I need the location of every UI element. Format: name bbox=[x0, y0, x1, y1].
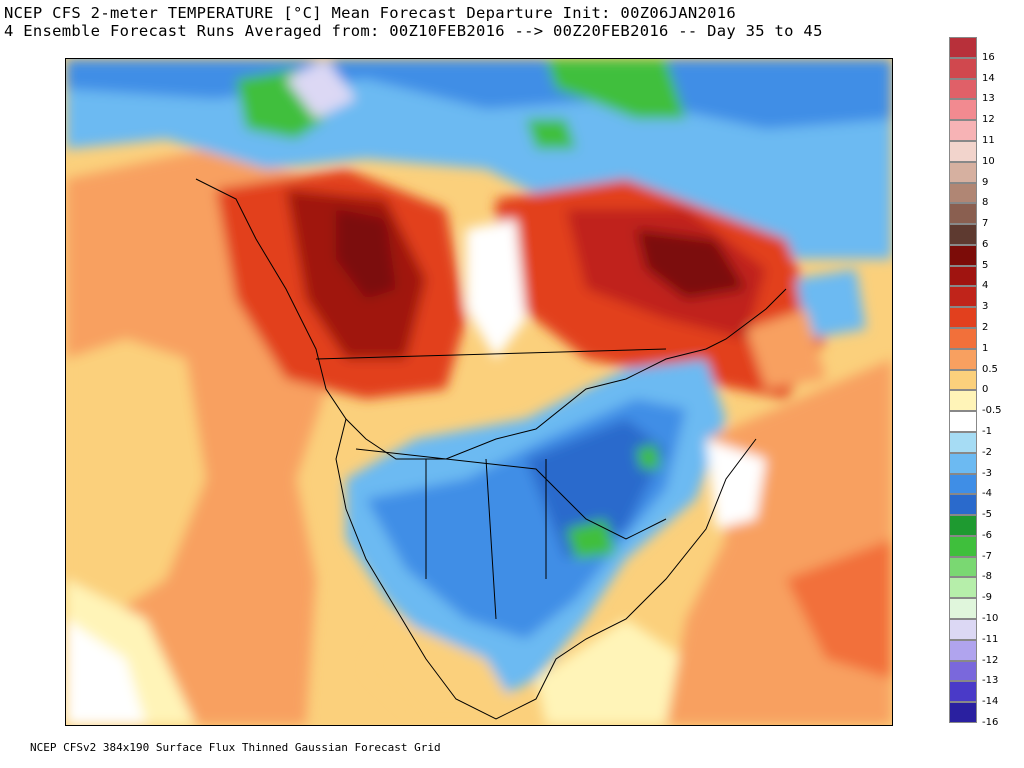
legend-label: 16 bbox=[982, 51, 995, 63]
legend-label: 11 bbox=[982, 134, 995, 146]
legend-swatch bbox=[949, 224, 977, 245]
legend-swatch bbox=[949, 681, 977, 703]
legend-swatch bbox=[949, 348, 977, 370]
legend-swatch bbox=[949, 161, 977, 183]
legend-swatch bbox=[949, 598, 977, 620]
legend-swatch bbox=[949, 494, 977, 516]
legend-swatch bbox=[949, 577, 977, 599]
us-canada-border bbox=[315, 348, 667, 360]
legend-label: 3 bbox=[982, 301, 989, 313]
legend-label: 6 bbox=[982, 238, 989, 250]
legend-label: 0.5 bbox=[982, 363, 998, 375]
legend-swatch bbox=[949, 99, 977, 121]
legend-swatch bbox=[949, 515, 977, 536]
legend-swatch bbox=[949, 120, 977, 141]
legend-swatch bbox=[949, 639, 977, 661]
legend-label: -13 bbox=[982, 675, 999, 687]
legend-label: -14 bbox=[982, 696, 999, 708]
map-title-line-2: 4 Ensemble Forecast Runs Averaged from: … bbox=[4, 22, 823, 40]
legend-swatch bbox=[949, 619, 977, 640]
legend-label: 14 bbox=[982, 72, 995, 84]
legend-label: -7 bbox=[982, 550, 992, 562]
legend-label: -2 bbox=[982, 446, 992, 458]
legend-swatch bbox=[949, 307, 977, 329]
legend-swatch bbox=[949, 369, 977, 391]
legend-label: 2 bbox=[982, 322, 989, 334]
legend-swatch bbox=[949, 286, 977, 308]
legend-label: -12 bbox=[982, 654, 999, 666]
legend-label: -1 bbox=[982, 425, 992, 437]
legend-label: -6 bbox=[982, 529, 992, 541]
legend-label: -0.5 bbox=[982, 405, 1002, 417]
legend-label: -11 bbox=[982, 633, 999, 645]
coastline-south bbox=[335, 418, 757, 720]
legend-swatch bbox=[949, 702, 977, 723]
legend-swatch bbox=[949, 328, 977, 349]
legend-label: 8 bbox=[982, 197, 989, 209]
legend-label: -3 bbox=[982, 467, 992, 479]
legend-label: 5 bbox=[982, 259, 989, 271]
legend-label: 9 bbox=[982, 176, 989, 188]
legend-swatch bbox=[949, 411, 977, 432]
legend-swatch bbox=[949, 390, 977, 412]
color-scale-legend: 16 14 13 12 11 10 9 8 7 6 5 4 3 2 1 0.5 0 -0.5 -1 -2 -3 -4 -5 -… bbox=[949, 37, 1024, 728]
legend-label: 12 bbox=[982, 114, 995, 126]
state-lines-vertical bbox=[425, 458, 547, 620]
legend-label: 4 bbox=[982, 280, 989, 292]
legend-swatch bbox=[949, 57, 977, 79]
legend-swatch bbox=[949, 556, 977, 578]
legend-label: 1 bbox=[982, 342, 989, 354]
legend-swatch bbox=[949, 37, 977, 58]
temperature-anomaly-map bbox=[65, 58, 893, 726]
grid-info-footer: NCEP CFSv2 384x190 Surface Flux Thinned … bbox=[30, 741, 441, 754]
legend-label: -5 bbox=[982, 509, 992, 521]
legend-label: -9 bbox=[982, 592, 992, 604]
legend-swatch bbox=[949, 473, 977, 495]
legend-label: -16 bbox=[982, 717, 999, 728]
legend-label: -4 bbox=[982, 488, 992, 500]
legend-label: 7 bbox=[982, 218, 989, 230]
legend-swatch bbox=[949, 182, 977, 204]
map-title-line-1: NCEP CFS 2-meter TEMPERATURE [°C] Mean F… bbox=[4, 4, 737, 22]
legend-label: 13 bbox=[982, 93, 995, 105]
legend-swatch bbox=[949, 660, 977, 682]
state-lines bbox=[355, 448, 667, 540]
legend-swatch bbox=[949, 431, 977, 453]
legend-swatch bbox=[949, 452, 977, 474]
legend-swatch bbox=[949, 244, 977, 266]
legend-label: 0 bbox=[982, 384, 989, 396]
legend-swatch bbox=[949, 140, 977, 162]
legend-swatch bbox=[949, 535, 977, 557]
legend-label: -8 bbox=[982, 571, 992, 583]
legend-label: 10 bbox=[982, 155, 995, 167]
legend-swatch bbox=[949, 203, 977, 225]
legend-label: -10 bbox=[982, 613, 999, 625]
legend-swatch bbox=[949, 78, 977, 100]
legend-swatch bbox=[949, 265, 977, 287]
